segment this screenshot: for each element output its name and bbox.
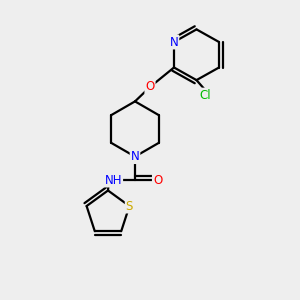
Text: N: N [130, 150, 140, 163]
Text: Cl: Cl [200, 88, 211, 102]
Text: N: N [169, 35, 178, 49]
Text: S: S [126, 200, 133, 212]
Text: O: O [146, 80, 154, 94]
Text: O: O [153, 173, 162, 187]
Text: NH: NH [105, 173, 122, 187]
